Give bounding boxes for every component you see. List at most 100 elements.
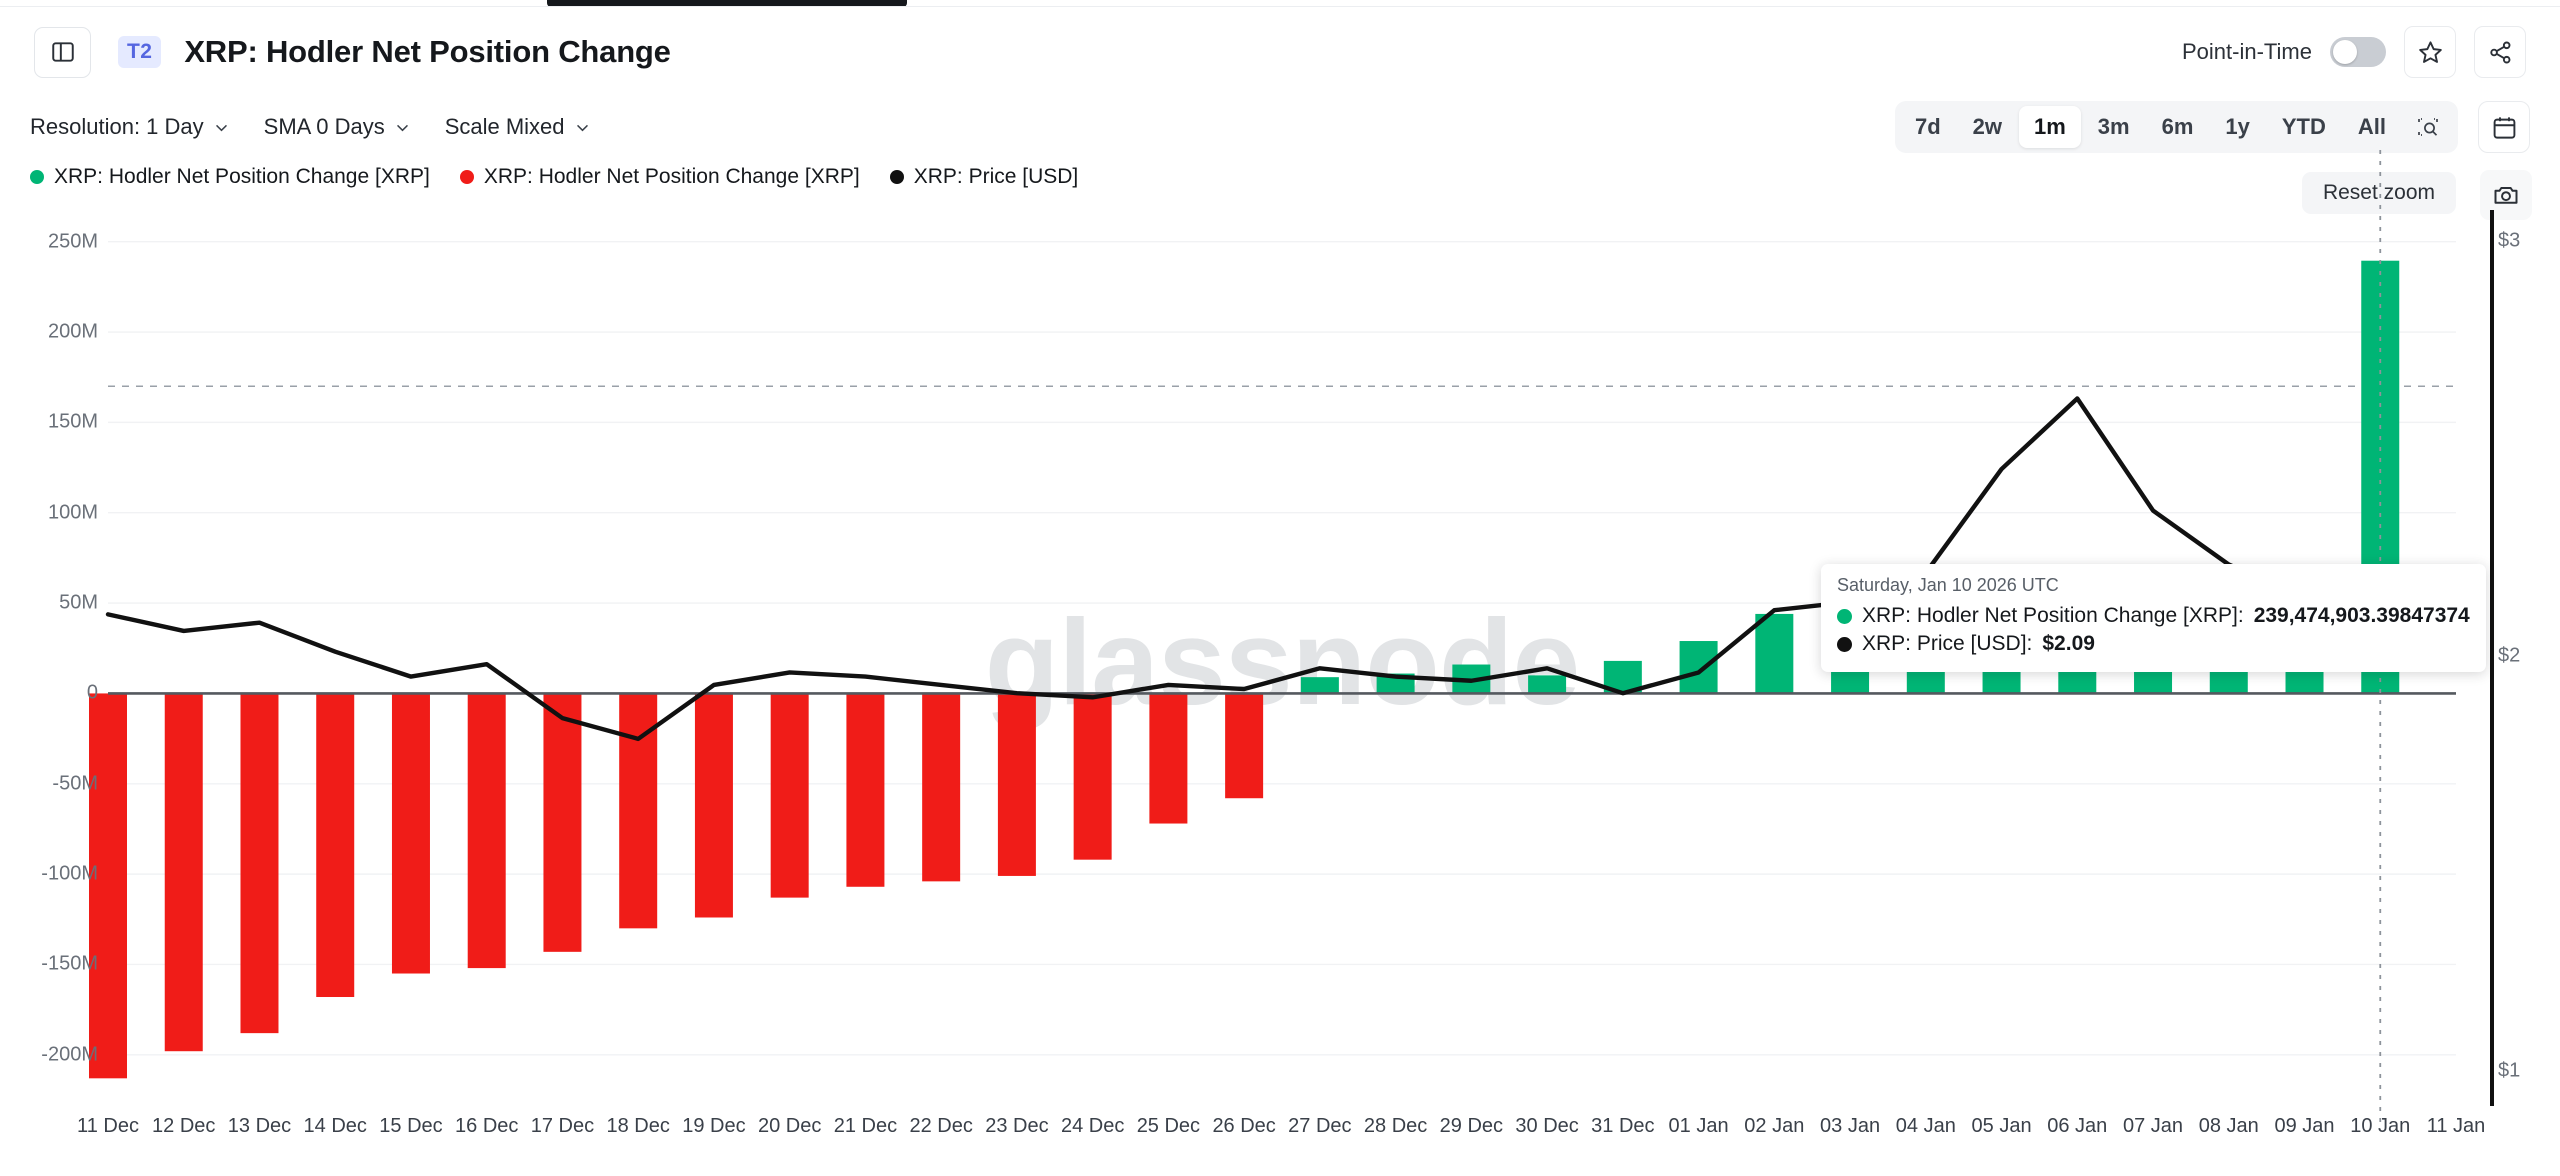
zoom-select-button[interactable] xyxy=(2403,107,2453,147)
x-axis-tick-label: 14 Dec xyxy=(303,1115,367,1137)
zoom-select-icon xyxy=(2418,118,2438,136)
bar xyxy=(467,693,506,969)
bar xyxy=(316,693,355,998)
share-button[interactable] xyxy=(2474,26,2526,78)
x-axis-tick-label: 07 Jan xyxy=(2123,1115,2184,1137)
x-axis-tick-label: 12 Dec xyxy=(152,1115,216,1137)
chevron-down-icon xyxy=(396,124,408,131)
range-ytd[interactable]: YTD xyxy=(2281,114,2326,139)
x-axis-tick-label: 03 Jan xyxy=(1820,1115,1881,1137)
active-tab-indicator xyxy=(547,0,907,7)
bar xyxy=(694,693,733,918)
legend-label: XRP: Price [USD] xyxy=(913,165,1079,188)
legend-item-hodler-positive[interactable]: XRP: Hodler Net Position Change [XRP] xyxy=(30,165,430,189)
sidebar-toggle-button[interactable] xyxy=(34,26,91,78)
legend-label: XRP: Hodler Net Position Change [XRP] xyxy=(54,165,430,188)
page-header: T2 XRP: Hodler Net Position Change Point… xyxy=(0,7,2560,97)
range-2w[interactable]: 2w xyxy=(1972,114,2002,139)
legend-item-price[interactable]: XRP: Price [USD] xyxy=(889,165,1079,189)
chart-container[interactable]: glassnode 250M 200M 150M 100M 50M 0 -50M -100M -… xyxy=(0,150,2560,1176)
price-line xyxy=(105,396,2383,742)
y-axis-tick-label: -100M xyxy=(41,862,98,885)
x-axis-tick-label: 09 Jan xyxy=(2274,1115,2335,1137)
x-axis-tick-label: 11 Dec xyxy=(77,1115,139,1137)
x-axis-tick-label: 11 Jan xyxy=(2426,1115,2486,1137)
x-axis-tick-label: 25 Dec xyxy=(1136,1115,1201,1137)
header-divider xyxy=(0,6,2560,7)
tier-badge: T2 xyxy=(118,36,162,68)
resolution-dropdown[interactable]: Resolution: 1 Day xyxy=(30,114,230,140)
y-axis-tick-label: 200M xyxy=(47,320,98,343)
tooltip-label: XRP: Hodler Net Position Change [XRP]: xyxy=(1862,604,2244,627)
sma-label: SMA 0 Days xyxy=(263,114,385,139)
legend-label: XRP: Hodler Net Position Change [XRP] xyxy=(483,165,860,188)
legend-color-dot xyxy=(889,170,904,184)
x-axis-tick-label: 22 Dec xyxy=(909,1115,973,1137)
toggle-knob xyxy=(2333,40,2357,64)
range-3m[interactable]: 3m xyxy=(2097,114,2130,139)
x-axis-tick-label: 16 Dec xyxy=(455,1115,519,1137)
bar xyxy=(1679,641,1718,694)
scale-dropdown[interactable]: Scale Mixed xyxy=(445,114,591,140)
x-axis-tick-label: 29 Dec xyxy=(1439,1115,1504,1137)
tooltip-row-price: XRP: Price [USD]: $2.09 xyxy=(1837,630,2470,658)
range-all[interactable]: All xyxy=(2357,114,2386,139)
x-axis-tick-label: 17 Dec xyxy=(530,1115,595,1137)
calendar-icon xyxy=(2493,116,2515,139)
bar xyxy=(922,693,961,882)
x-axis-tick-label: 13 Dec xyxy=(227,1115,292,1137)
x-axis-tick-label: 04 Jan xyxy=(1895,1115,1956,1137)
y-axis-tick-label: -200M xyxy=(41,1043,98,1066)
x-axis-tick-label: 31 Dec xyxy=(1591,1115,1655,1137)
x-axis-tick-label: 19 Dec xyxy=(682,1115,746,1137)
y-axis-tick-label: 0 xyxy=(86,681,98,704)
point-in-time-label: Point-in-Time xyxy=(2182,39,2312,64)
x-axis-tick-label: 20 Dec xyxy=(757,1115,822,1137)
tooltip-value: 239,474,903.39847374 xyxy=(2253,604,2470,627)
chevron-down-icon xyxy=(215,124,227,131)
range-7d[interactable]: 7d xyxy=(1914,114,1941,139)
bar xyxy=(1149,693,1188,824)
tooltip-value: $2.09 xyxy=(2042,632,2095,656)
calendar-button[interactable] xyxy=(2478,101,2530,153)
chart-tooltip: Saturday, Jan 10 2026 UTC XRP: Hodler Ne… xyxy=(1821,564,2486,672)
bar xyxy=(619,693,658,929)
y-axis-tick-label: 250M xyxy=(47,230,98,253)
tooltip-color-dot xyxy=(1837,637,1852,653)
x-axis-tick-label: 27 Dec xyxy=(1288,1115,1352,1137)
bar xyxy=(543,693,582,952)
bar xyxy=(997,693,1036,876)
share-icon xyxy=(2489,41,2510,63)
reset-zoom-button[interactable]: Reset zoom xyxy=(2301,172,2456,214)
tooltip-date: Saturday, Jan 10 2026 UTC xyxy=(1837,575,2059,595)
bar xyxy=(391,693,430,974)
range-1m[interactable]: 1m xyxy=(2019,106,2081,148)
x-axis-tick-label: 01 Jan xyxy=(1668,1115,1729,1137)
favorite-button[interactable] xyxy=(2404,26,2456,78)
x-axis-tick-label: 23 Dec xyxy=(985,1115,1049,1137)
page-title: XRP: Hodler Net Position Change xyxy=(184,34,671,69)
bar xyxy=(846,693,885,887)
legend-item-hodler-negative[interactable]: XRP: Hodler Net Position Change [XRP] xyxy=(459,165,860,189)
x-axis-tick-label: 26 Dec xyxy=(1212,1115,1276,1137)
x-axis-tick-label: 05 Jan xyxy=(1971,1115,2032,1137)
screenshot-button[interactable] xyxy=(2480,170,2532,220)
y-axis-tick-label: -150M xyxy=(41,952,98,975)
y-axis-tick-label: 100M xyxy=(47,501,98,524)
price-axis-tick-label: $3 xyxy=(2498,229,2521,252)
sidebar-panel-icon xyxy=(51,42,74,62)
sma-dropdown[interactable]: SMA 0 Days xyxy=(264,114,411,140)
camera-icon xyxy=(2494,187,2518,204)
x-axis-tick-label: 08 Jan xyxy=(2198,1115,2259,1137)
y-axis-tick-label: -50M xyxy=(52,772,98,795)
bar xyxy=(240,693,279,1034)
range-6m[interactable]: 6m xyxy=(2161,114,2194,139)
x-axis-tick-label: 28 Dec xyxy=(1363,1115,1428,1137)
x-axis-tick-label: 21 Dec xyxy=(833,1115,898,1137)
point-in-time-toggle[interactable] xyxy=(2330,37,2386,67)
y-axis-tick-label: 50M xyxy=(59,591,98,614)
price-axis-tick-label: $2 xyxy=(2498,644,2521,667)
range-1y[interactable]: 1y xyxy=(2225,114,2250,139)
x-axis-tick-label: 30 Dec xyxy=(1515,1115,1579,1137)
bar xyxy=(89,693,127,1079)
